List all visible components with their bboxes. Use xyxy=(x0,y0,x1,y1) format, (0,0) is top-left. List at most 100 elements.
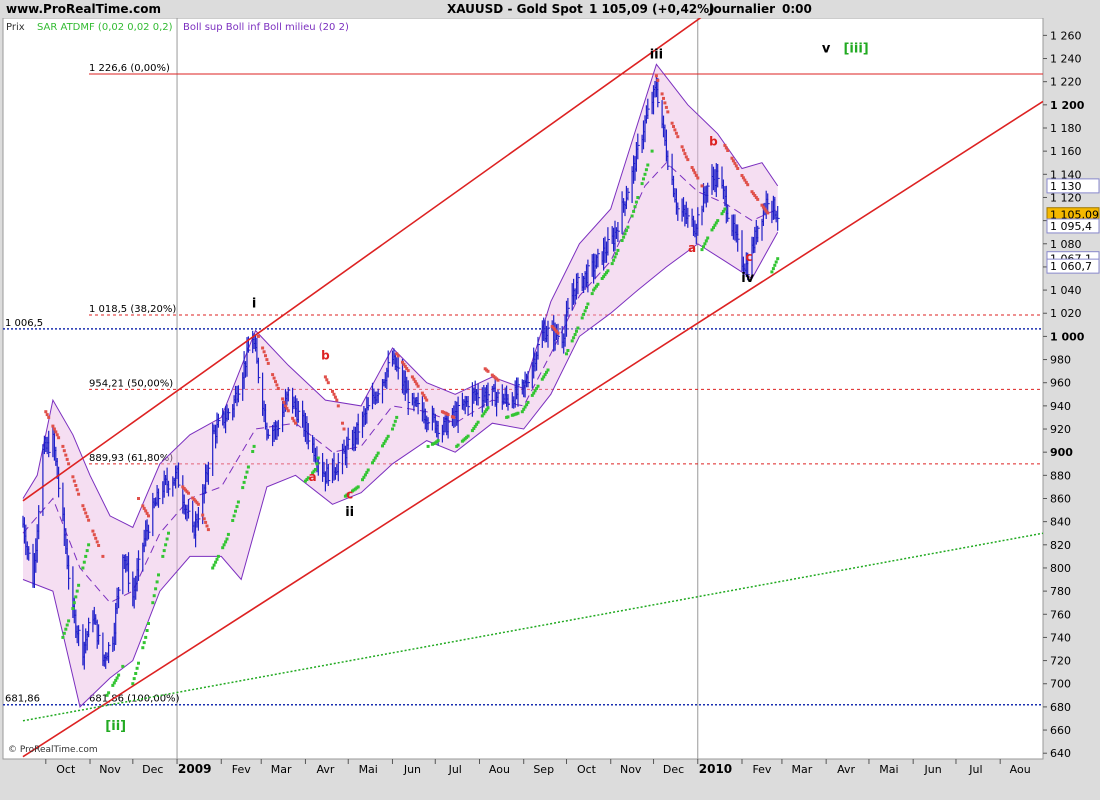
y-tick-label: 800 xyxy=(1050,562,1071,575)
fib-level-label: 889,93 (61,80%) xyxy=(89,453,173,464)
sar-dot-up xyxy=(623,232,627,236)
sar-dot-up xyxy=(363,473,367,477)
sar-dot-up xyxy=(573,333,577,336)
sar-dot-up xyxy=(535,387,539,390)
sar-dot-down xyxy=(736,167,740,170)
sar-dot-up xyxy=(626,225,630,229)
sar-dot-up xyxy=(211,566,215,570)
channel-line-upper xyxy=(22,18,702,502)
sar-dot-down xyxy=(55,433,59,437)
sar-dot-up xyxy=(472,427,476,430)
sar-dot-up xyxy=(154,587,158,591)
y-tick-label: 820 xyxy=(1050,539,1071,552)
y-tick-label: 1 220 xyxy=(1050,76,1082,89)
sar-dot-up xyxy=(372,458,376,462)
sar-dot-up xyxy=(121,664,125,668)
sar-dot-down xyxy=(740,174,744,177)
x-tick-label: Dec xyxy=(142,763,163,776)
sar-dot-down xyxy=(281,397,285,401)
y-tick-label: 880 xyxy=(1050,469,1071,482)
y-tick-label: 1 140 xyxy=(1050,168,1082,181)
sar-dot-up xyxy=(480,414,484,418)
sar-dot-up xyxy=(774,260,778,264)
wave-label: v xyxy=(822,42,831,57)
y-tick-label: 1 020 xyxy=(1050,307,1082,320)
sar-dot-down xyxy=(144,509,148,513)
sar-dot-up xyxy=(706,236,710,240)
sar-dot-up xyxy=(642,177,645,181)
sar-dot-down xyxy=(276,387,280,390)
sar-dot-up xyxy=(712,226,715,230)
copyright-note: © ProRealTime.com xyxy=(8,745,98,755)
sar-dot-up xyxy=(395,415,399,419)
sar-dot-up xyxy=(162,549,166,553)
sar-dot-up xyxy=(602,275,606,279)
sar-dot-up xyxy=(312,469,316,473)
sar-dot-down xyxy=(61,444,65,448)
sar-dot-up xyxy=(144,635,148,639)
sar-dot-up xyxy=(713,223,717,227)
sar-dot-up xyxy=(633,205,637,209)
sar-dot-up xyxy=(241,486,245,490)
sar-dot-up xyxy=(77,583,81,587)
period-label: Journalier xyxy=(709,2,776,16)
sar-dot-up xyxy=(151,601,155,605)
sar-dot-up xyxy=(482,412,486,416)
sar-dot-up xyxy=(545,370,548,374)
price-chart[interactable]: 1 226,6 (0,00%) 1 018,5 (38,20%) 954,21 (5… xyxy=(0,18,1100,800)
sar-dot-down xyxy=(326,381,330,385)
sar-dot-up xyxy=(646,163,650,167)
sar-dot-up xyxy=(466,434,470,438)
sar-dot-up xyxy=(543,373,547,377)
sar-dot-up xyxy=(634,200,638,204)
sar-dot-down xyxy=(94,536,98,540)
sar-dot-up xyxy=(576,326,580,330)
x-tick-label: 2010 xyxy=(699,762,732,776)
site-name[interactable]: www.ProRealTime.com xyxy=(6,2,161,16)
x-tick-label: Nov xyxy=(99,763,121,776)
sar-dot-down xyxy=(44,410,48,414)
sar-dot-up xyxy=(540,377,544,381)
wave-label: iv xyxy=(741,271,754,286)
sar-dot-up xyxy=(356,485,360,489)
y-tick-label: 1 240 xyxy=(1050,53,1082,66)
sar-dot-down xyxy=(182,487,186,490)
sar-dot-down xyxy=(335,398,339,402)
wave-label: b xyxy=(709,134,718,148)
sar-dot-down xyxy=(285,406,289,410)
sar-dot-up xyxy=(522,407,526,411)
sar-dot-up xyxy=(516,411,520,415)
sar-dot-down xyxy=(696,176,700,180)
sar-dot-down xyxy=(205,524,209,528)
sar-dot-up xyxy=(643,172,647,176)
sar-dot-up xyxy=(161,554,165,558)
sar-dot-down xyxy=(141,504,145,508)
sar-dot-down xyxy=(413,380,417,384)
sar-dot-up xyxy=(135,666,139,670)
x-tick-label: Jun xyxy=(924,763,942,776)
sar-dot-down xyxy=(284,404,287,408)
sar-dot-up xyxy=(214,560,218,564)
sar-dot-up xyxy=(486,406,490,410)
sar-dot-down xyxy=(206,528,210,532)
y-tick-label: 780 xyxy=(1050,585,1071,598)
sar-dot-down xyxy=(256,334,260,338)
sar-dot-down xyxy=(410,375,414,379)
x-tick-label: Jul xyxy=(448,763,462,776)
sar-dot-up xyxy=(226,532,230,536)
sar-dot-down xyxy=(62,449,66,453)
sar-dot-down xyxy=(52,427,56,431)
sar-dot-up xyxy=(346,492,350,496)
sar-dot-up xyxy=(67,619,71,623)
sar-dot-up xyxy=(720,212,724,216)
sar-dot-up xyxy=(131,682,135,686)
sar-dot-up xyxy=(216,554,220,558)
sar-dot-up xyxy=(152,594,156,598)
sar-dot-up xyxy=(376,451,380,455)
sar-dot-up xyxy=(530,393,534,397)
sar-dot-up xyxy=(436,439,440,443)
sar-dot-up xyxy=(393,419,397,423)
sar-dot-down xyxy=(743,178,747,182)
y-tick-label: 1 000 xyxy=(1050,330,1085,343)
sar-dot-down xyxy=(656,78,660,82)
